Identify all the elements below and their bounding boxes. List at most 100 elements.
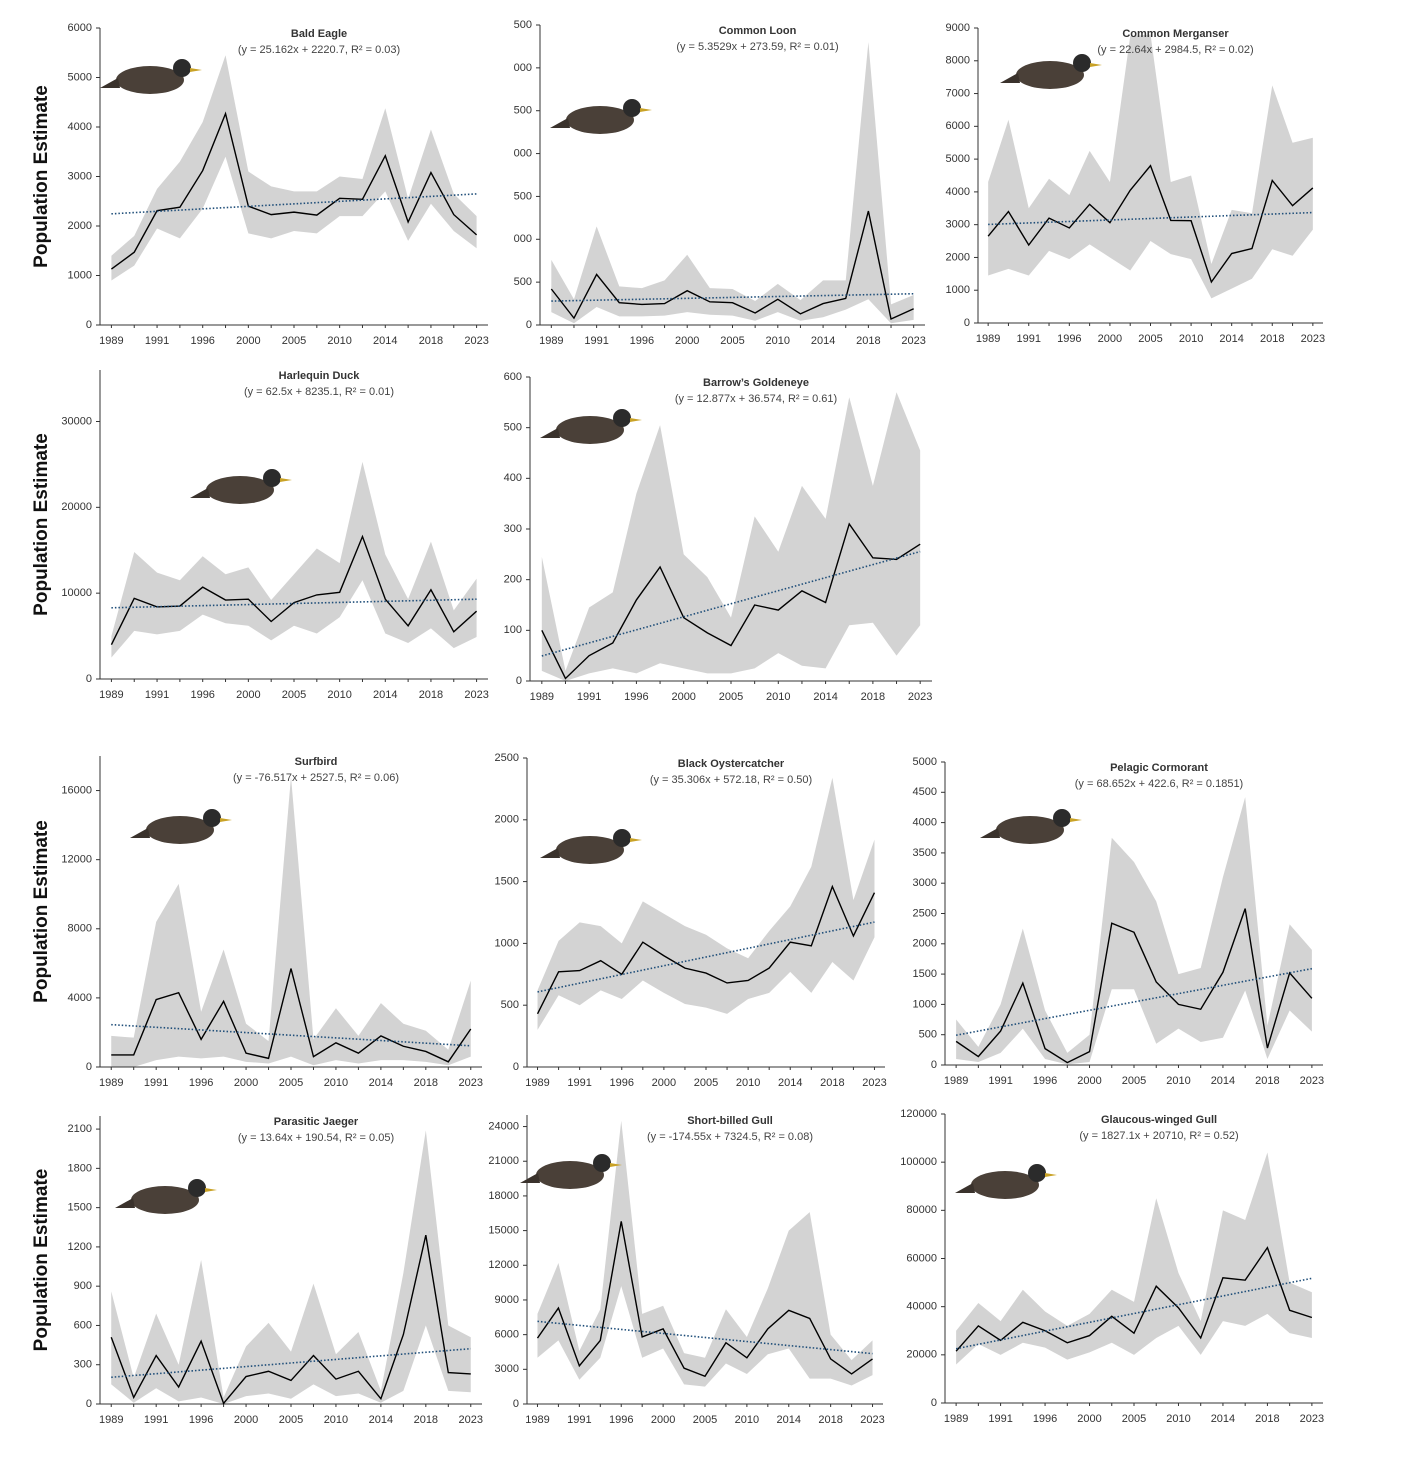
chart-subtitle: (y = 22.64x + 2984.5, R² = 0.02) xyxy=(1097,44,1253,56)
x-tick-label: 2023 xyxy=(459,1414,483,1426)
trend-line xyxy=(955,1277,1313,1350)
bird-body xyxy=(1016,61,1084,89)
y-tick-label: 0 xyxy=(86,1061,92,1073)
bird-tail xyxy=(190,488,210,498)
y-tick-label: 400 xyxy=(504,472,522,484)
population-line xyxy=(110,111,478,270)
trend-line xyxy=(111,1023,471,1047)
x-tick-label: 2014 xyxy=(777,1414,801,1426)
bird-tail xyxy=(540,848,560,858)
x-tick-label: 1996 xyxy=(624,691,648,703)
x-tick-label: 1991 xyxy=(584,335,608,347)
x-tick-label: 1989 xyxy=(944,1075,968,1087)
trend-line xyxy=(541,550,921,657)
bird-head xyxy=(623,99,641,117)
x-tick-label: 2000 xyxy=(234,1077,258,1089)
x-tick-label: 1996 xyxy=(1033,1413,1057,1425)
y-axis-label: Population Estimate xyxy=(31,1169,52,1352)
bird-head xyxy=(1028,1164,1046,1182)
x-tick-label: 2005 xyxy=(1138,333,1162,345)
confidence-band xyxy=(541,392,921,681)
trend-line xyxy=(537,1320,873,1355)
trend-line xyxy=(537,921,875,993)
y-tick-label: 1000 xyxy=(495,937,519,949)
bird-tail xyxy=(520,1173,540,1183)
y-tick-label: 0 xyxy=(931,1397,937,1409)
x-tick-label: 1989 xyxy=(99,689,123,701)
x-tick-label: 2010 xyxy=(327,335,351,347)
y-tick-label: 0 xyxy=(516,675,522,687)
x-tick-label: 2023 xyxy=(464,689,488,701)
y-tick-label: 3000 xyxy=(495,1363,519,1375)
y-tick-label: 200 xyxy=(504,574,522,586)
chart-panel: 0 1000 2000 3000 4000 5000 6000 7000 8000 9000 198… xyxy=(946,22,1326,345)
y-tick-label: 3000 xyxy=(68,170,92,182)
y-tick-label: 80000 xyxy=(906,1204,937,1216)
y-tick-label: 0 xyxy=(86,319,92,331)
x-tick-label: 1991 xyxy=(567,1077,591,1089)
x-tick-label: 2014 xyxy=(369,1414,393,1426)
y-tick-label: 2000 xyxy=(913,938,937,950)
chart-subtitle: (y = 5.3529x + 273.59, R² = 0.01) xyxy=(676,41,838,53)
x-tick-label: 2018 xyxy=(414,1414,438,1426)
bird-illustration xyxy=(540,409,642,444)
trend-line xyxy=(955,967,1313,1037)
bird-body xyxy=(556,836,624,864)
x-tick-label: 2005 xyxy=(694,1077,718,1089)
bird-head xyxy=(593,1154,611,1172)
x-tick-label: 2005 xyxy=(279,1077,303,1089)
bird-beak xyxy=(190,68,202,72)
x-tick-label: 2014 xyxy=(373,689,397,701)
population-line xyxy=(955,1246,1313,1352)
chart-title: Parasitic Jaeger xyxy=(274,1116,359,1128)
x-tick-label: 2005 xyxy=(282,335,306,347)
y-tick-label: 500 xyxy=(514,190,532,202)
bird-illustration xyxy=(190,469,292,504)
x-tick-label: 2018 xyxy=(1260,333,1284,345)
chart-title: Bald Eagle xyxy=(291,28,347,40)
confidence-band xyxy=(111,55,477,281)
population-line xyxy=(536,1221,873,1378)
x-tick-label: 2000 xyxy=(651,1414,675,1426)
y-tick-label: 6000 xyxy=(68,22,92,34)
x-tick-label: 1996 xyxy=(190,689,214,701)
chart-title: Harlequin Duck xyxy=(279,370,361,382)
y-tick-label: 60000 xyxy=(906,1252,937,1264)
x-tick-label: 2005 xyxy=(279,1414,303,1426)
y-tick-label: 5000 xyxy=(946,153,970,165)
x-tick-label: 1989 xyxy=(99,335,123,347)
x-tick-label: 1991 xyxy=(144,1414,168,1426)
y-tick-label: 1000 xyxy=(913,998,937,1010)
chart-panel: 0 20000 40000 60000 80000 100000 120000 1989 199… xyxy=(900,1108,1324,1425)
x-tick-label: 2023 xyxy=(908,691,932,703)
x-tick-label: 2018 xyxy=(1255,1075,1279,1087)
y-tick-label: 2100 xyxy=(68,1123,92,1135)
x-tick-label: 2018 xyxy=(856,335,880,347)
chart-subtitle: (y = -174.55x + 7324.5, R² = 0.08) xyxy=(647,1131,813,1143)
chart-subtitle: (y = -76.517x + 2527.5, R² = 0.06) xyxy=(233,772,399,784)
trend-line xyxy=(988,211,1313,226)
y-tick-label: 6000 xyxy=(946,120,970,132)
x-tick-label: 2010 xyxy=(327,689,351,701)
x-tick-label: 2023 xyxy=(464,335,488,347)
x-tick-label: 2014 xyxy=(813,691,837,703)
x-tick-label: 2014 xyxy=(1211,1075,1235,1087)
bird-beak xyxy=(630,418,642,422)
x-tick-label: 2014 xyxy=(369,1077,393,1089)
bird-head xyxy=(613,829,631,847)
y-tick-label: 12000 xyxy=(488,1259,519,1271)
x-tick-label: 1996 xyxy=(1033,1075,1057,1087)
y-tick-label: 2000 xyxy=(946,251,970,263)
x-tick-label: 2023 xyxy=(1301,333,1325,345)
x-tick-label: 1989 xyxy=(539,335,563,347)
x-tick-label: 2005 xyxy=(720,335,744,347)
x-tick-label: 1991 xyxy=(567,1414,591,1426)
y-tick-label: 1500 xyxy=(913,968,937,980)
x-tick-label: 2010 xyxy=(766,335,790,347)
x-tick-label: 2010 xyxy=(324,1077,348,1089)
y-tick-label: 500 xyxy=(919,1029,937,1041)
y-tick-label: 2000 xyxy=(68,220,92,232)
confidence-band xyxy=(111,461,477,658)
population-line xyxy=(536,884,876,1015)
